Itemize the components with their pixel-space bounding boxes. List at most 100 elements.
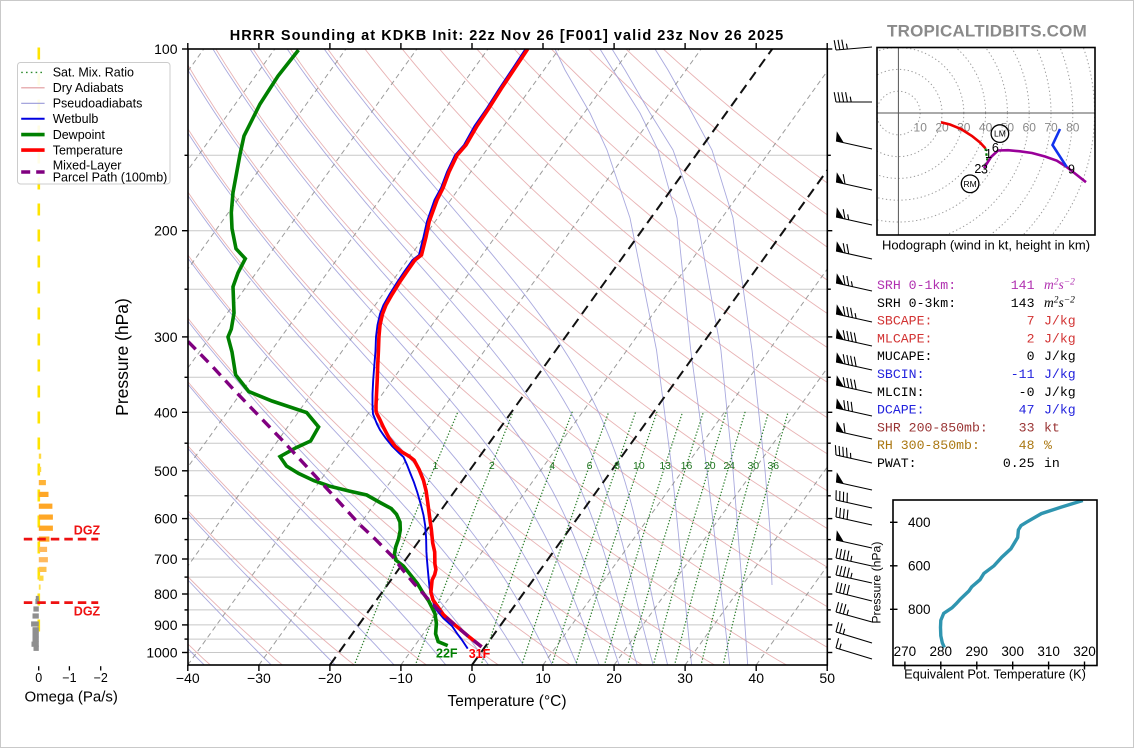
svg-text:500: 500: [154, 463, 178, 479]
svg-text:J/kg: J/kg: [1044, 314, 1076, 329]
svg-text:Pressure (hPa): Pressure (hPa): [870, 542, 884, 624]
svg-text:8: 8: [614, 460, 620, 472]
svg-text:−1: −1: [62, 671, 76, 685]
svg-text:-0: -0: [1019, 385, 1035, 400]
svg-text:1: 1: [432, 460, 438, 472]
svg-text:0: 0: [468, 670, 476, 686]
svg-text:-11: -11: [1011, 367, 1035, 382]
svg-text:20: 20: [606, 670, 622, 686]
svg-text:2: 2: [1027, 331, 1035, 346]
svg-text:270: 270: [894, 644, 917, 659]
svg-text:300: 300: [1001, 644, 1024, 659]
svg-text:4: 4: [549, 460, 555, 472]
svg-text:Pseudoadiabats: Pseudoadiabats: [53, 97, 143, 111]
svg-text:800: 800: [154, 586, 178, 602]
svg-text:24: 24: [723, 460, 735, 472]
svg-text:−20: −20: [318, 670, 342, 686]
svg-text:SHR 200-850mb:: SHR 200-850mb:: [877, 420, 988, 435]
svg-text:DGZ: DGZ: [74, 605, 101, 619]
svg-text:RH 300-850mb:: RH 300-850mb:: [877, 438, 980, 453]
svg-text:0: 0: [1027, 349, 1035, 364]
svg-text:48: 48: [1019, 438, 1035, 453]
svg-text:22F: 22F: [436, 647, 458, 661]
svg-text:Dry Adiabats: Dry Adiabats: [53, 81, 124, 95]
svg-text:600: 600: [908, 558, 931, 573]
svg-text:Dewpoint: Dewpoint: [53, 128, 106, 142]
svg-text:6: 6: [992, 141, 999, 155]
svg-text:60: 60: [1023, 121, 1037, 135]
svg-text:SBCAPE:: SBCAPE:: [877, 314, 932, 329]
svg-text:Sat. Mix. Ratio: Sat. Mix. Ratio: [53, 66, 134, 80]
svg-text:700: 700: [154, 551, 178, 567]
svg-text:−10: −10: [389, 670, 413, 686]
svg-text:J/kg: J/kg: [1044, 385, 1076, 400]
svg-text:SBCIN:: SBCIN:: [877, 367, 924, 382]
svg-text:50: 50: [819, 670, 835, 686]
svg-text:80: 80: [1066, 121, 1080, 135]
svg-text:J/kg: J/kg: [1044, 403, 1076, 418]
svg-text:−40: −40: [176, 670, 200, 686]
svg-text:HRRR Sounding at KDKB Init: 22: HRRR Sounding at KDKB Init: 22z Nov 26 […: [230, 28, 785, 44]
svg-text:10: 10: [535, 670, 551, 686]
svg-text:Equivalent Pot. Temperature (K: Equivalent Pot. Temperature (K): [904, 667, 1086, 682]
svg-text:PWAT:: PWAT:: [877, 456, 917, 471]
svg-text:MLCAPE:: MLCAPE:: [877, 331, 932, 346]
svg-text:7: 7: [1027, 314, 1035, 329]
svg-text:141: 141: [1011, 278, 1035, 293]
svg-text:0: 0: [35, 671, 42, 685]
svg-text:280: 280: [930, 644, 953, 659]
svg-text:0.25: 0.25: [1003, 456, 1035, 471]
svg-text:800: 800: [908, 602, 931, 617]
svg-text:Hodograph (wind in kt, height: Hodograph (wind in kt, height in km): [882, 238, 1090, 253]
svg-text:−2: −2: [94, 671, 108, 685]
svg-text:−30: −30: [247, 670, 271, 686]
svg-text:400: 400: [154, 404, 178, 420]
svg-text:36: 36: [767, 460, 779, 472]
svg-text:20: 20: [704, 460, 716, 472]
svg-text:Wetbulb: Wetbulb: [53, 112, 99, 126]
svg-text:DCAPE:: DCAPE:: [877, 403, 924, 418]
svg-text:31F: 31F: [469, 647, 491, 661]
svg-text:70: 70: [1044, 121, 1058, 135]
svg-text:RM: RM: [963, 179, 976, 189]
svg-text:40: 40: [748, 670, 764, 686]
svg-text:MLCIN:: MLCIN:: [877, 385, 924, 400]
svg-text:13: 13: [659, 460, 671, 472]
svg-text:310: 310: [1037, 644, 1060, 659]
svg-text:in: in: [1044, 456, 1060, 471]
svg-text:DGZ: DGZ: [74, 524, 101, 538]
svg-text:143: 143: [1011, 296, 1035, 311]
svg-text:10: 10: [633, 460, 645, 472]
svg-text:J/kg: J/kg: [1044, 349, 1076, 364]
svg-text:300: 300: [154, 329, 178, 345]
svg-text:47: 47: [1019, 403, 1035, 418]
svg-text:100: 100: [154, 41, 178, 57]
svg-text:TROPICALTIDBITS.COM: TROPICALTIDBITS.COM: [887, 22, 1087, 41]
svg-text:290: 290: [966, 644, 989, 659]
svg-text:10: 10: [914, 121, 928, 135]
svg-text:kt: kt: [1044, 420, 1060, 435]
svg-text:200: 200: [154, 223, 178, 239]
svg-text:400: 400: [908, 515, 931, 530]
svg-text:3: 3: [981, 163, 988, 177]
svg-text:30: 30: [747, 460, 759, 472]
svg-text:2: 2: [489, 460, 495, 472]
svg-text:MUCAPE:: MUCAPE:: [877, 349, 932, 364]
svg-text:LM: LM: [994, 129, 1006, 139]
svg-text:J/kg: J/kg: [1044, 367, 1076, 382]
svg-text:Temperature (°C): Temperature (°C): [447, 693, 566, 710]
svg-text:1000: 1000: [146, 645, 177, 661]
svg-text:SRH 0-1km:: SRH 0-1km:: [877, 278, 956, 293]
svg-text:Pressure (hPa): Pressure (hPa): [112, 298, 132, 416]
svg-text:600: 600: [154, 511, 178, 527]
svg-text:Temperature: Temperature: [53, 143, 123, 157]
svg-text:J/kg: J/kg: [1044, 331, 1076, 346]
svg-text:900: 900: [154, 617, 178, 633]
svg-text:Parcel Path (100mb): Parcel Path (100mb): [53, 171, 168, 185]
svg-text:Omega (Pa/s): Omega (Pa/s): [25, 689, 118, 706]
svg-text:320: 320: [1073, 644, 1096, 659]
svg-text:30: 30: [677, 670, 693, 686]
svg-text:9: 9: [1068, 163, 1075, 177]
svg-text:%: %: [1044, 438, 1052, 453]
svg-text:SRH 0-3km:: SRH 0-3km:: [877, 296, 956, 311]
